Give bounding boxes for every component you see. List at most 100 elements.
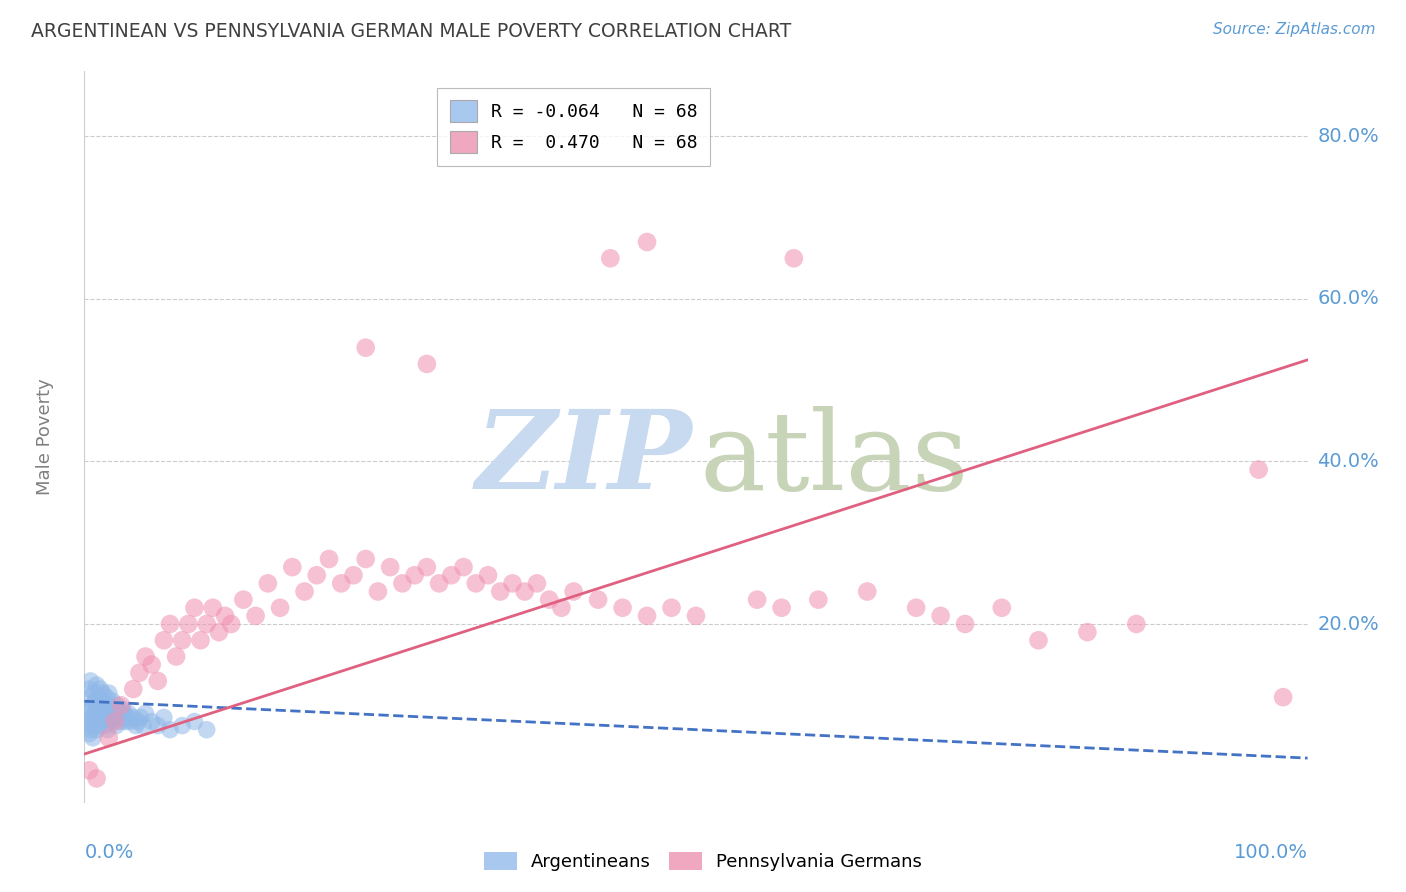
Point bbox=[87, 718, 110, 732]
Text: 20.0%: 20.0% bbox=[1317, 615, 1379, 633]
Point bbox=[1125, 617, 1147, 632]
Point bbox=[245, 608, 267, 623]
Point bbox=[257, 576, 280, 591]
Point bbox=[1028, 633, 1050, 648]
Point bbox=[513, 584, 536, 599]
Point bbox=[94, 718, 117, 732]
Point bbox=[110, 714, 132, 729]
Text: ZIP: ZIP bbox=[475, 405, 692, 513]
Point bbox=[477, 568, 499, 582]
Point bbox=[111, 702, 134, 716]
Point bbox=[342, 568, 364, 582]
Point bbox=[97, 686, 120, 700]
Point bbox=[86, 723, 108, 737]
Point bbox=[489, 584, 512, 599]
Point bbox=[141, 714, 163, 729]
Point bbox=[1247, 462, 1270, 476]
Point bbox=[80, 710, 103, 724]
Point bbox=[110, 698, 132, 713]
Point bbox=[404, 568, 426, 582]
Point bbox=[146, 718, 169, 732]
Point bbox=[201, 600, 224, 615]
Point bbox=[562, 584, 585, 599]
Legend: Argentineans, Pennsylvania Germans: Argentineans, Pennsylvania Germans bbox=[477, 845, 929, 879]
Point bbox=[177, 617, 200, 632]
Point bbox=[132, 718, 155, 732]
Point bbox=[153, 633, 176, 648]
Point bbox=[77, 764, 100, 778]
Point bbox=[112, 710, 135, 724]
Point bbox=[318, 552, 340, 566]
Point bbox=[146, 673, 169, 688]
Point bbox=[77, 718, 100, 732]
Point bbox=[380, 560, 402, 574]
Point bbox=[77, 727, 100, 741]
Point bbox=[214, 608, 236, 623]
Text: 0.0%: 0.0% bbox=[84, 843, 134, 862]
Point bbox=[117, 706, 139, 721]
Point bbox=[427, 576, 450, 591]
Point bbox=[599, 252, 621, 266]
Point bbox=[84, 694, 107, 708]
Point bbox=[770, 600, 793, 615]
Point bbox=[367, 584, 389, 599]
Text: Male Poverty: Male Poverty bbox=[37, 379, 55, 495]
Text: ARGENTINEAN VS PENNSYLVANIA GERMAN MALE POVERTY CORRELATION CHART: ARGENTINEAN VS PENNSYLVANIA GERMAN MALE … bbox=[31, 22, 792, 41]
Point bbox=[115, 714, 138, 729]
Point bbox=[83, 686, 105, 700]
Point bbox=[94, 702, 117, 716]
Point bbox=[190, 633, 212, 648]
Point bbox=[135, 649, 157, 664]
Point bbox=[783, 252, 806, 266]
Point bbox=[91, 686, 114, 700]
Point bbox=[526, 576, 548, 591]
Point bbox=[195, 723, 218, 737]
Point bbox=[89, 681, 111, 696]
Point bbox=[354, 341, 377, 355]
Point bbox=[86, 678, 108, 692]
Point bbox=[82, 698, 104, 713]
Point bbox=[661, 600, 683, 615]
Point bbox=[87, 698, 110, 713]
Point bbox=[79, 723, 101, 737]
Point bbox=[636, 608, 658, 623]
Point bbox=[416, 560, 439, 574]
Point bbox=[105, 718, 128, 732]
Point bbox=[80, 702, 103, 716]
Point bbox=[108, 706, 131, 721]
Point bbox=[77, 681, 100, 696]
Point bbox=[538, 592, 561, 607]
Point bbox=[100, 714, 122, 729]
Point bbox=[75, 714, 97, 729]
Point bbox=[93, 698, 115, 713]
Point bbox=[127, 714, 149, 729]
Text: 80.0%: 80.0% bbox=[1317, 127, 1379, 146]
Point bbox=[96, 710, 118, 724]
Point bbox=[165, 649, 187, 664]
Point bbox=[183, 600, 205, 615]
Point bbox=[219, 617, 242, 632]
Point bbox=[115, 710, 138, 724]
Point bbox=[159, 617, 181, 632]
Point bbox=[586, 592, 609, 607]
Point bbox=[416, 357, 439, 371]
Point bbox=[122, 681, 145, 696]
Point bbox=[159, 723, 181, 737]
Point bbox=[86, 772, 108, 786]
Point bbox=[269, 600, 291, 615]
Point bbox=[97, 731, 120, 745]
Point bbox=[232, 592, 254, 607]
Point bbox=[1272, 690, 1295, 705]
Point bbox=[104, 714, 127, 729]
Point bbox=[105, 698, 128, 713]
Point bbox=[636, 235, 658, 249]
Point bbox=[685, 608, 707, 623]
Point bbox=[502, 576, 524, 591]
Point bbox=[87, 710, 110, 724]
Point bbox=[82, 731, 104, 745]
Point bbox=[195, 617, 218, 632]
Point bbox=[391, 576, 413, 591]
Point bbox=[453, 560, 475, 574]
Point bbox=[84, 706, 107, 721]
Point bbox=[141, 657, 163, 672]
